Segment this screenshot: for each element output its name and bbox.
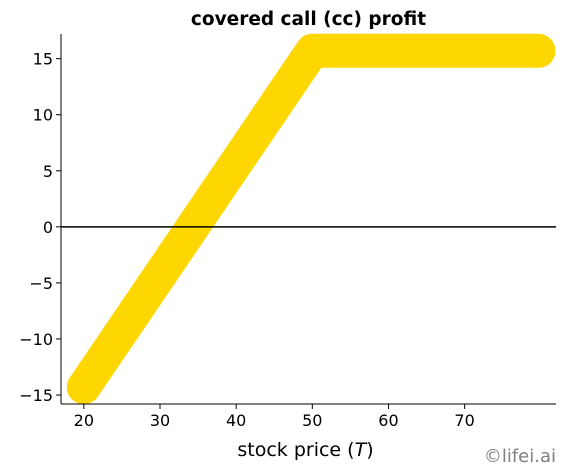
x-axis-label-close: ) [366, 439, 373, 461]
y-tick-label: 15 [33, 50, 53, 69]
x-axis-label-text: stock price ( [237, 439, 354, 461]
y-tick-label: 5 [43, 162, 53, 181]
chart-title: covered call (cc) profit [191, 9, 426, 30]
x-tick-label: 70 [454, 411, 474, 430]
y-tick-label: −15 [19, 386, 53, 405]
plot-area [61, 34, 556, 404]
x-tick-label: 40 [226, 411, 246, 430]
x-tick-label: 50 [302, 411, 322, 430]
x-tick-label: 20 [74, 411, 94, 430]
x-axis-ticks: 20 30 40 50 60 70 [74, 404, 475, 430]
y-axis-ticks: −15 −10 −5 0 5 10 15 [19, 50, 61, 405]
series-line-0 [84, 51, 539, 387]
y-tick-label: −5 [29, 274, 53, 293]
x-tick-label: 30 [150, 411, 170, 430]
y-tick-label: −10 [19, 330, 53, 349]
watermark: ©lifei.ai [484, 446, 556, 467]
y-tick-label: 0 [43, 218, 53, 237]
x-tick-label: 60 [378, 411, 398, 430]
y-tick-label: 10 [33, 106, 53, 125]
x-axis-label: stock price (T) [237, 439, 373, 461]
